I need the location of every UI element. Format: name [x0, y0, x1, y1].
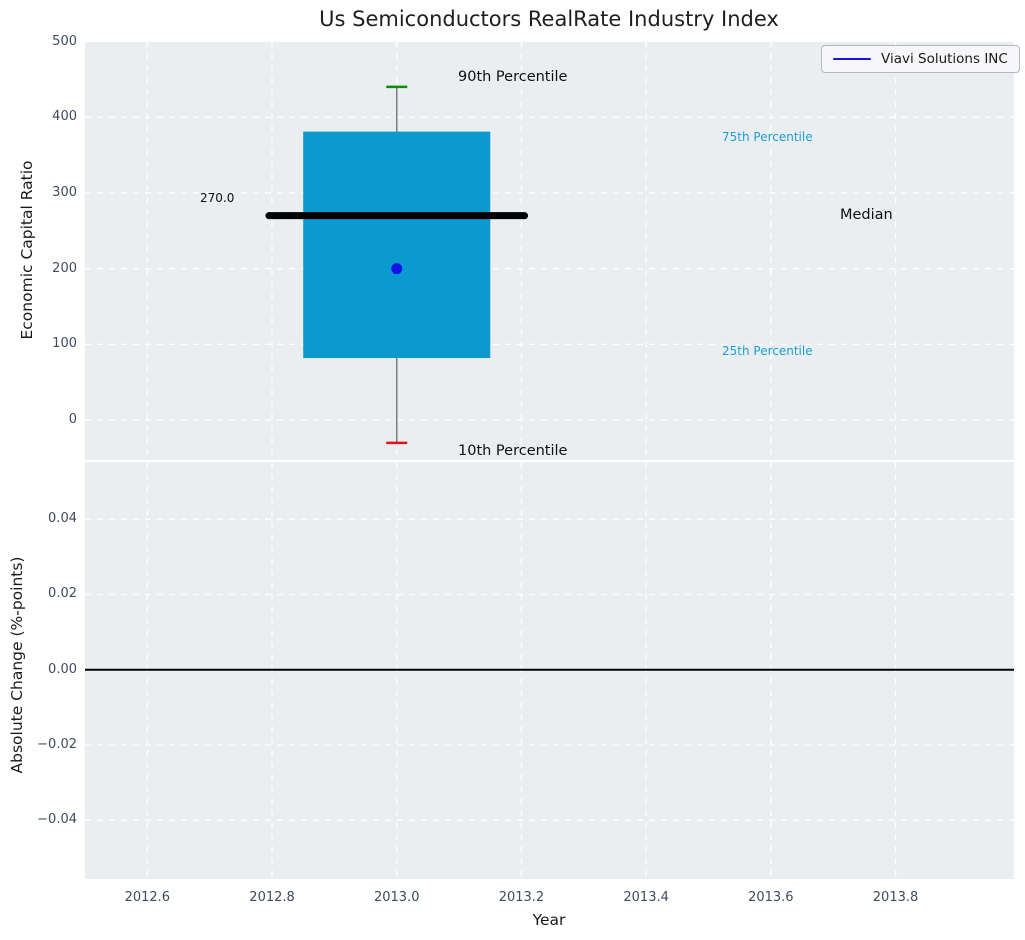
bottom-y-tick-label: −0.02 — [37, 737, 77, 753]
x-tick-label: 2012.6 — [124, 890, 171, 905]
x-tick-label: 2013.4 — [623, 890, 669, 905]
x-tick-label: 2013.6 — [748, 890, 794, 905]
legend-label: Viavi Solutions INC — [881, 51, 1008, 67]
bottom-y-tick-label: 0.00 — [48, 661, 77, 677]
top-y-tick-label: 100 — [52, 336, 77, 352]
annotation-median-value: 270.0 — [200, 191, 235, 205]
top-y-tick-label: 400 — [52, 109, 77, 125]
iqr-box — [303, 131, 491, 359]
legend-line-swatch — [833, 57, 871, 61]
x-tick-label: 2013.8 — [872, 890, 919, 905]
company-point — [391, 263, 403, 275]
top-y-tick-label: 300 — [52, 184, 77, 200]
x-tick-label: 2013.2 — [498, 890, 545, 905]
top-axes-background — [85, 41, 1014, 460]
x-tick-label: 2013.0 — [373, 890, 420, 905]
bottom-y-tick-label: 0.02 — [48, 586, 77, 602]
bottom-y-tick-label: −0.04 — [37, 812, 77, 828]
annotation-90th-percentile: 90th Percentile — [458, 69, 568, 85]
annotation-75th-percentile: 75th Percentile — [722, 130, 813, 144]
annotation-25th-percentile: 25th Percentile — [722, 344, 813, 358]
legend: Viavi Solutions INC — [821, 45, 1020, 73]
bottom-y-tick-label: 0.04 — [48, 511, 77, 527]
annotation-median: Median — [840, 207, 893, 223]
x-tick-label: 2012.8 — [249, 890, 295, 905]
x-axis-label: Year — [532, 911, 566, 929]
top-y-tick-label: 200 — [52, 260, 77, 276]
chart-title: Us Semiconductors RealRate Industry Inde… — [319, 7, 779, 31]
top-y-tick-label: 0 — [68, 412, 77, 428]
annotation-10th-percentile: 10th Percentile — [458, 443, 568, 459]
top-y-tick-label: 500 — [52, 33, 77, 49]
